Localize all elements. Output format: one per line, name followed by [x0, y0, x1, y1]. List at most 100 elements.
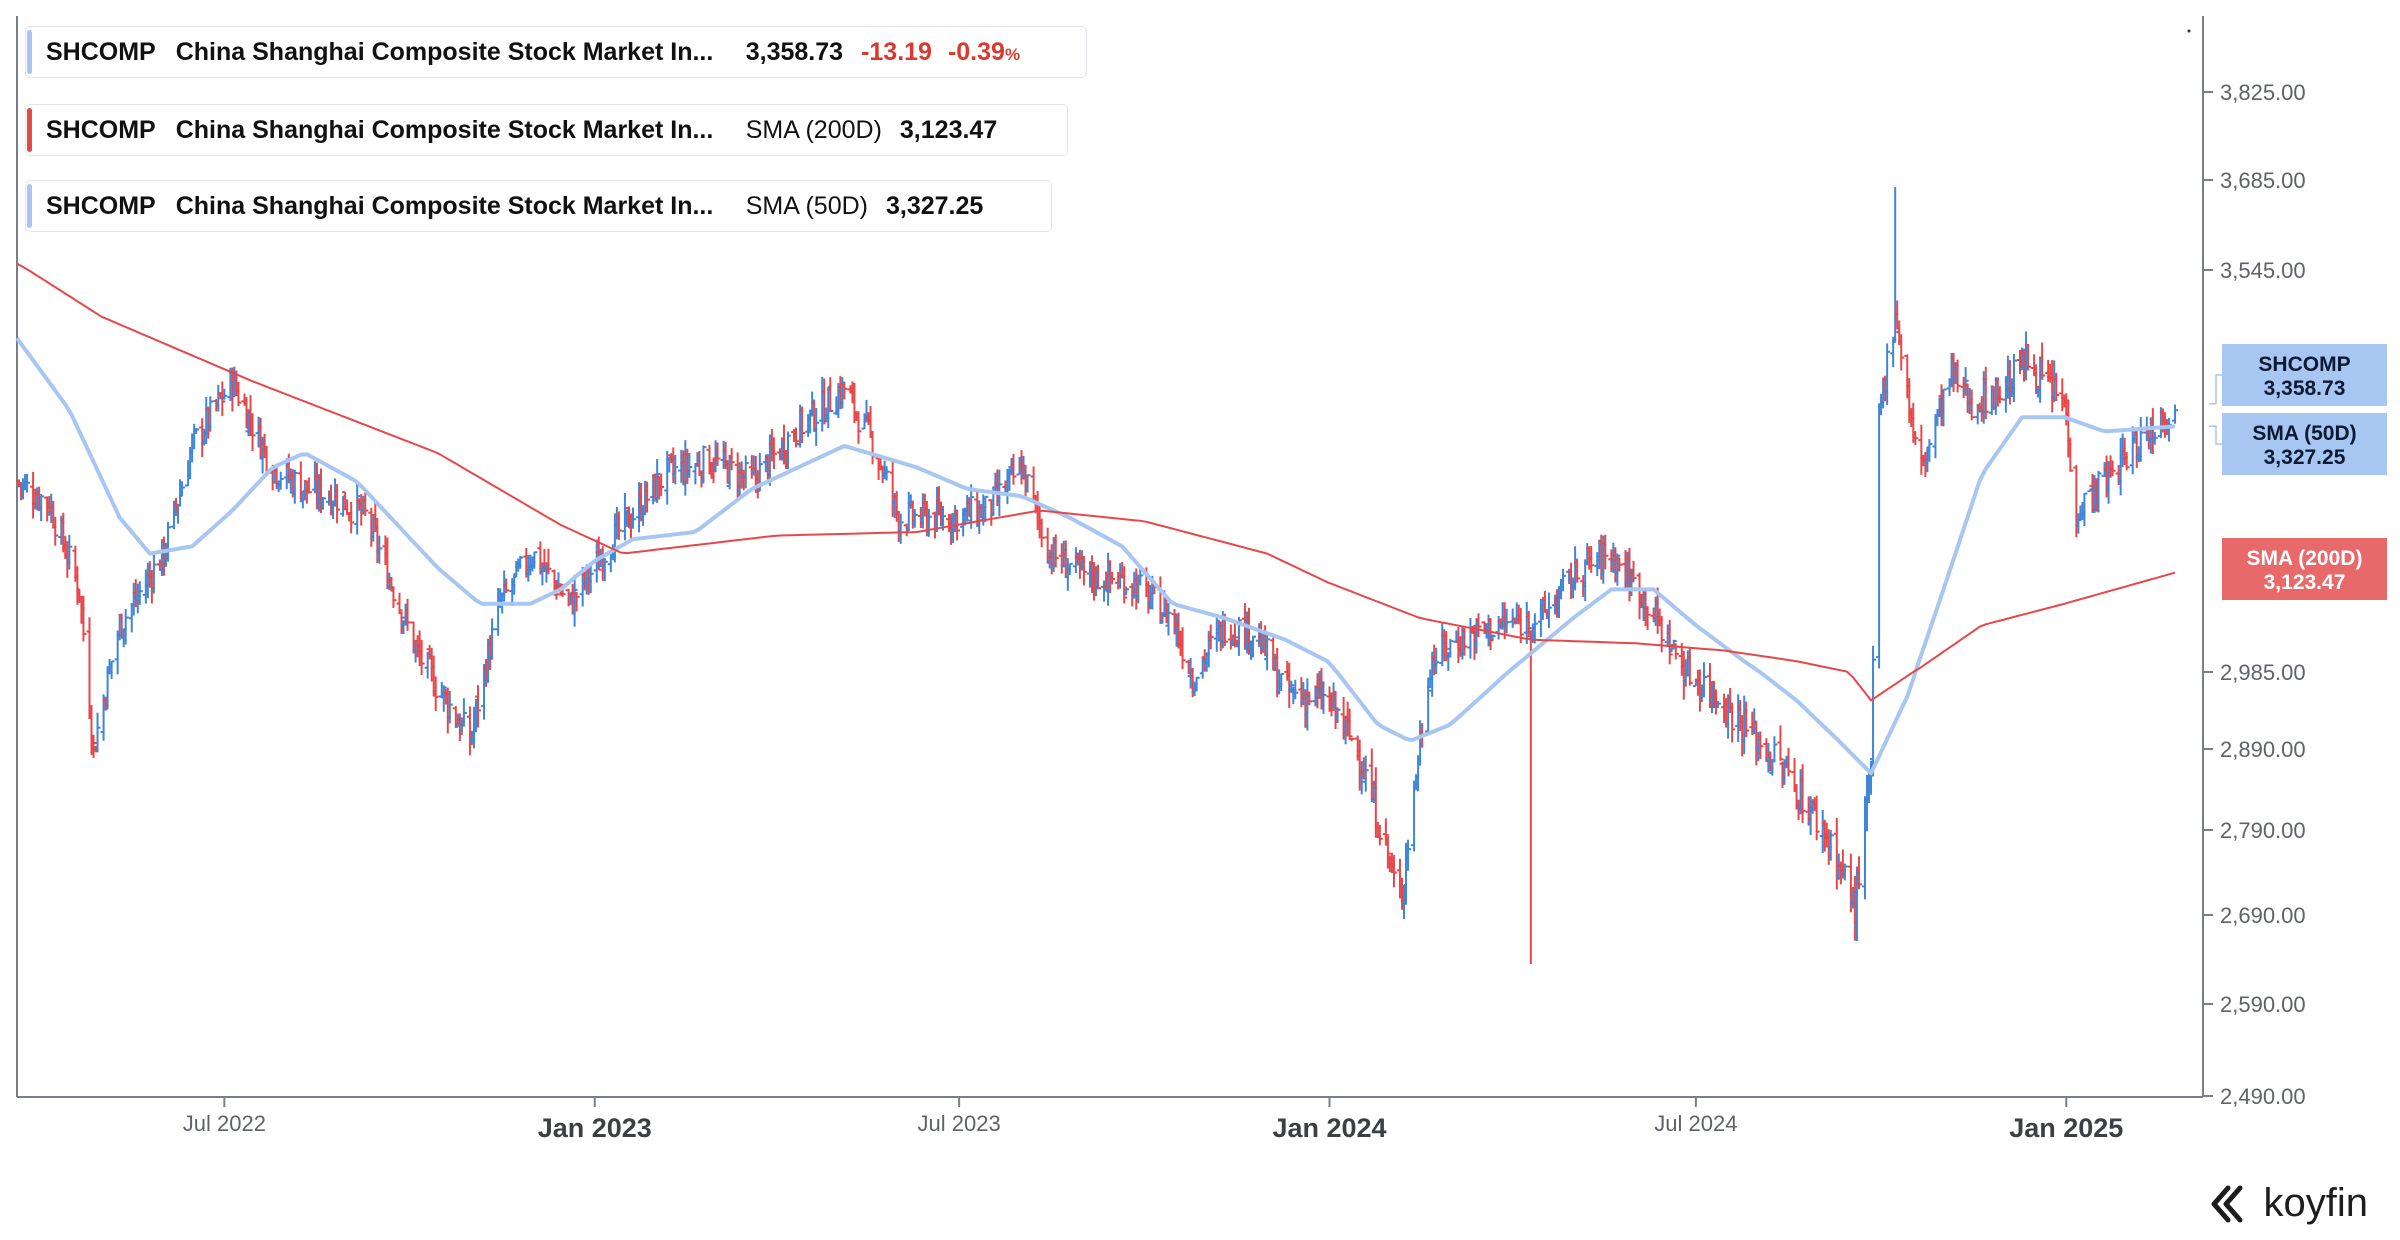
ohlc-bar — [1052, 534, 1059, 568]
legend-name: China Shanghai Composite Stock Market In… — [175, 37, 714, 66]
legend-row-price[interactable]: SHCOMP China Shanghai Composite Stock Ma… — [25, 26, 1087, 78]
ohlc-bar — [1630, 560, 1637, 583]
ohlc-bar — [1777, 725, 1784, 761]
ohlc-bar — [305, 477, 312, 494]
ohlc-bar — [869, 430, 876, 465]
sma-200d-line — [16, 262, 2176, 702]
ohlc-bar — [1461, 628, 1468, 656]
ohlc-bar — [841, 383, 848, 400]
ohlc-bar — [1415, 755, 1422, 792]
ohlc-bar — [1328, 692, 1335, 717]
ohlc-bar — [1666, 619, 1673, 665]
ohlc-bar — [839, 377, 846, 409]
ohlc-bar — [1940, 388, 1947, 427]
price-tag-label: SHCOMP — [2258, 353, 2351, 376]
ohlc-bar — [418, 639, 425, 676]
y-tick-label: 3,545.00 — [2220, 258, 2306, 283]
ohlc-bar — [108, 660, 115, 679]
ohlc-bar — [1231, 620, 1238, 648]
y-tick-label: 2,690.00 — [2220, 903, 2306, 928]
ohlc-bar — [1996, 386, 2003, 404]
ohlc-bar — [1018, 450, 1025, 485]
ohlc-bar — [136, 581, 143, 605]
ohlc-bar — [855, 411, 862, 444]
ohlc-bar — [1926, 439, 1933, 462]
ohlc-bar — [1982, 366, 1989, 420]
y-axis: 3,825.00 3,685.00 3,545.00 2,985.00 2,890.00… — [2203, 80, 2306, 1109]
x-axis: Jul 2022 Jan 2023 Jul 2023 Jan 2024 Jul 2024… — [183, 1097, 2123, 1143]
legend-row-sma50[interactable]: SHCOMP China Shanghai Composite Stock Ma… — [25, 180, 1052, 232]
x-tick-label: Jul 2023 — [918, 1111, 1001, 1136]
ohlc-bar — [587, 564, 594, 594]
ohlc-bar — [489, 618, 496, 659]
ohlc-bar — [466, 706, 473, 756]
ohlc-bar — [1487, 618, 1494, 651]
corner-dot — [2187, 29, 2191, 33]
ohlc-bar — [319, 496, 326, 510]
ohlc-bar — [571, 574, 578, 627]
ohlc-bar — [404, 598, 411, 631]
ohlc-bar — [1531, 613, 1538, 644]
ohlc-bar — [193, 428, 200, 434]
ohlc-bar — [1616, 557, 1623, 572]
ohlc-bar — [1884, 343, 1891, 405]
ohlc-bar — [1503, 608, 1510, 634]
legend-change-pct: -0.39% — [948, 38, 1020, 67]
y-tick-label: 2,790.00 — [2220, 818, 2306, 843]
ohlc-bar — [1729, 702, 1736, 743]
ohlc-bar — [883, 466, 890, 481]
ohlc-bar — [2025, 343, 2032, 371]
price-tag-shcomp: SHCOMP 3,358.73 — [2222, 344, 2387, 406]
ohlc-bar — [1447, 638, 1454, 658]
ohlc-bar — [714, 442, 721, 466]
ohlc-bar — [2053, 372, 2060, 402]
ohlc-bar — [615, 511, 622, 540]
ohlc-bar — [1030, 466, 1037, 503]
ohlc-bar — [1751, 708, 1758, 735]
ohlc-bar — [1320, 681, 1327, 714]
y-tick-label: 3,825.00 — [2220, 80, 2306, 105]
sma-50d-line — [15, 337, 2176, 776]
ohlc-bar — [813, 407, 820, 446]
plot-frame — [16, 16, 2204, 1098]
ohlc-bar — [742, 455, 749, 489]
ohlc-bar — [1390, 854, 1397, 888]
ohlc-bar — [1799, 764, 1806, 824]
series-color-marker — [27, 108, 32, 152]
ohlc-bar — [1588, 545, 1595, 573]
ohlc-bar — [982, 495, 989, 523]
ohlc-bar — [821, 378, 828, 425]
legend-ticker: SHCOMP — [46, 37, 156, 66]
ohlc-bar — [1433, 647, 1440, 675]
y-tick-label: 2,590.00 — [2220, 992, 2306, 1017]
ohlc-bar — [221, 388, 228, 400]
ohlc-bar — [1870, 645, 1877, 777]
ohlc-bar — [545, 548, 552, 575]
y-tick-label: 3,685.00 — [2220, 168, 2306, 193]
ohlc-bar — [52, 516, 59, 546]
ohlc-bar — [1572, 546, 1579, 591]
ohlc-bar — [1841, 863, 1848, 881]
ohlc-bar — [86, 617, 93, 720]
ohlc-bar — [1270, 637, 1277, 671]
ohlc-bar — [1827, 830, 1834, 861]
koyfin-logo-icon — [2211, 1185, 2242, 1222]
x-tick-label: Jan 2023 — [538, 1113, 652, 1143]
ohlc-bar — [1382, 818, 1389, 846]
ohlc-bar — [1602, 534, 1609, 570]
ohlc-bar — [827, 377, 834, 413]
ohlc-bar — [1475, 613, 1482, 638]
ohlc-bar — [249, 413, 256, 452]
ohlc-bar — [348, 501, 355, 534]
ohlc-bar — [396, 592, 403, 614]
series-color-marker — [27, 184, 32, 228]
legend-name: China Shanghai Composite Stock Market In… — [175, 191, 714, 220]
legend-row-sma200[interactable]: SHCOMP China Shanghai Composite Stock Ma… — [25, 104, 1068, 156]
price-tag-sma50: SMA (50D) 3,327.25 — [2222, 413, 2387, 475]
ohlc-bar — [1348, 737, 1355, 742]
ohlc-bar — [164, 521, 171, 562]
legend-metric: SMA (50D) — [745, 191, 868, 220]
ohlc-bar — [150, 553, 157, 594]
ohlc-bar — [456, 713, 463, 742]
